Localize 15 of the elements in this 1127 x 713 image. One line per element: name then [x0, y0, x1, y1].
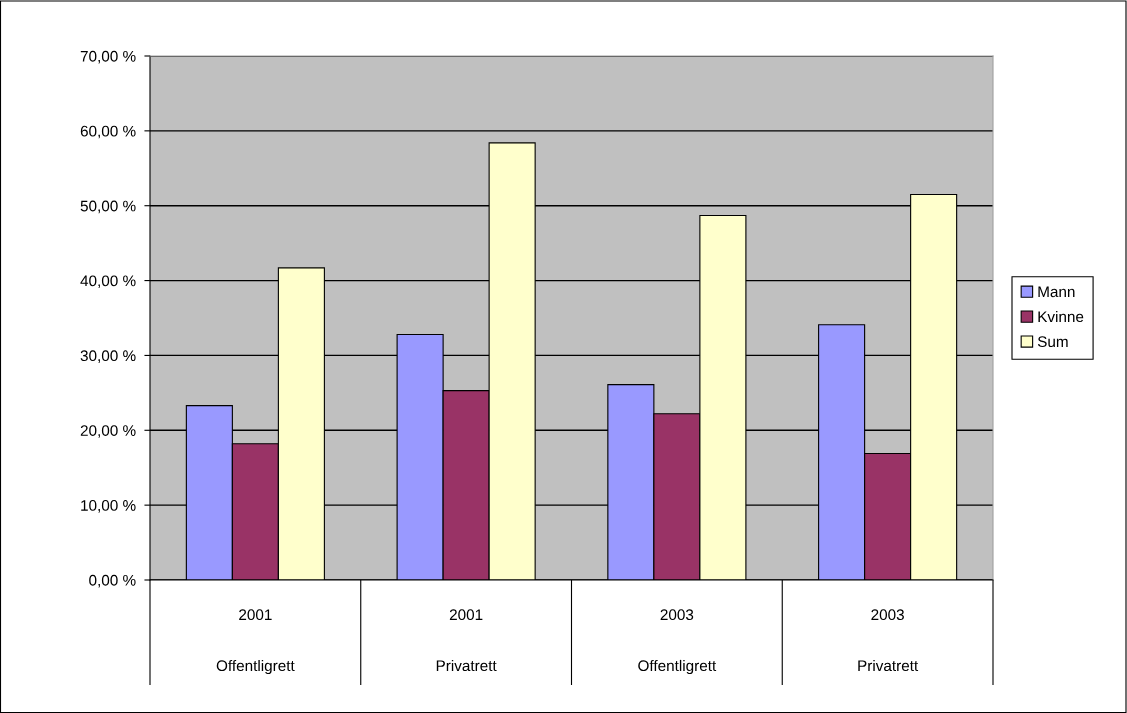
y-tick-label: 60,00 % — [80, 125, 136, 139]
y-tick-label: 20,00 % — [80, 425, 136, 438]
y-tick-label: 10,00 % — [81, 500, 136, 513]
y-tick-label: 40,00 % — [80, 275, 136, 289]
category-label: 2003 Privatrett — [858, 609, 919, 672]
legend-label: Kvinne — [1038, 310, 1084, 323]
category-label: 2001 Privatrett — [436, 609, 497, 672]
y-tick-label: 0,00 % — [89, 574, 136, 588]
y-tick-label: 70,00 % — [80, 50, 136, 64]
legend-label: Sum — [1037, 336, 1068, 348]
category-label: 2001 Offentligrett — [216, 609, 295, 675]
category-label: 2003 Offentligrett — [638, 609, 717, 675]
y-tick-label: 30,00 % — [80, 350, 136, 363]
legend-label: Mann — [1038, 286, 1075, 298]
y-tick-label: 50,00 % — [80, 200, 136, 214]
